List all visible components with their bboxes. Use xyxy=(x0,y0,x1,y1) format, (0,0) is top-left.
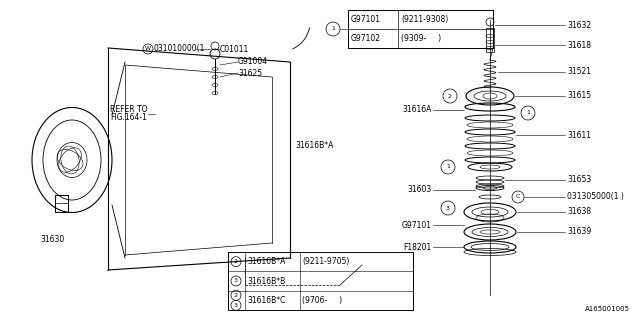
Text: 31521: 31521 xyxy=(567,68,591,76)
Text: A165001005: A165001005 xyxy=(585,306,630,312)
Text: 031305000(1 ): 031305000(1 ) xyxy=(567,193,624,202)
Text: 31639: 31639 xyxy=(567,228,591,236)
Text: 31653: 31653 xyxy=(567,175,591,185)
Text: C: C xyxy=(516,195,520,199)
Text: 3: 3 xyxy=(234,278,238,284)
Bar xyxy=(348,10,493,48)
Text: 31618: 31618 xyxy=(567,41,591,50)
Text: 2: 2 xyxy=(234,293,238,298)
Text: 31630: 31630 xyxy=(40,236,64,244)
Text: 31616B*C: 31616B*C xyxy=(247,296,285,305)
Text: 31603: 31603 xyxy=(408,186,432,195)
Text: 31611: 31611 xyxy=(567,131,591,140)
Text: 3: 3 xyxy=(446,205,450,211)
Text: 31625: 31625 xyxy=(238,68,262,77)
Text: 31616B*A: 31616B*A xyxy=(295,140,333,149)
Text: G97102: G97102 xyxy=(351,34,381,43)
Text: 1: 1 xyxy=(526,110,530,116)
Text: F18201: F18201 xyxy=(404,243,432,252)
Text: G97101: G97101 xyxy=(351,15,381,24)
Text: 031010000(1: 031010000(1 xyxy=(154,44,205,53)
Text: (9706-     ): (9706- ) xyxy=(302,296,342,305)
Text: 1: 1 xyxy=(331,27,335,31)
Text: 3: 3 xyxy=(234,303,238,308)
Text: 2: 2 xyxy=(448,93,452,99)
Bar xyxy=(486,28,494,52)
Text: G97101: G97101 xyxy=(402,220,432,229)
Text: C01011: C01011 xyxy=(220,44,249,53)
Text: 31616A: 31616A xyxy=(403,106,432,115)
Bar xyxy=(228,252,413,310)
Text: 31615: 31615 xyxy=(567,92,591,100)
Text: (9309-     ): (9309- ) xyxy=(401,34,441,43)
Text: 31616B*A: 31616B*A xyxy=(247,257,285,266)
Text: W: W xyxy=(145,46,151,52)
Text: 31632: 31632 xyxy=(567,20,591,29)
Text: 31638: 31638 xyxy=(567,207,591,217)
Text: REFER TO: REFER TO xyxy=(110,106,147,115)
Text: FIG.164-1: FIG.164-1 xyxy=(110,114,147,123)
Text: 31616B*B: 31616B*B xyxy=(247,276,285,285)
Text: (9211-9705): (9211-9705) xyxy=(302,257,349,266)
Text: 2: 2 xyxy=(234,259,238,264)
Text: 1: 1 xyxy=(446,164,450,170)
Text: G91004: G91004 xyxy=(238,58,268,67)
Text: (9211-9308): (9211-9308) xyxy=(401,15,448,24)
